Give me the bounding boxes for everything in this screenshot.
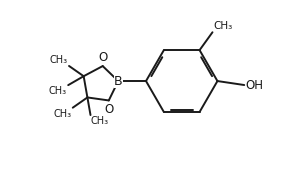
Text: CH₃: CH₃ xyxy=(91,117,109,127)
Text: CH₃: CH₃ xyxy=(50,55,68,65)
Text: CH₃: CH₃ xyxy=(54,109,71,119)
Text: O: O xyxy=(98,51,107,64)
Text: B: B xyxy=(114,75,123,87)
Text: CH₃: CH₃ xyxy=(213,21,233,31)
Text: OH: OH xyxy=(245,78,263,92)
Text: CH₃: CH₃ xyxy=(49,86,67,96)
Text: O: O xyxy=(104,103,113,116)
